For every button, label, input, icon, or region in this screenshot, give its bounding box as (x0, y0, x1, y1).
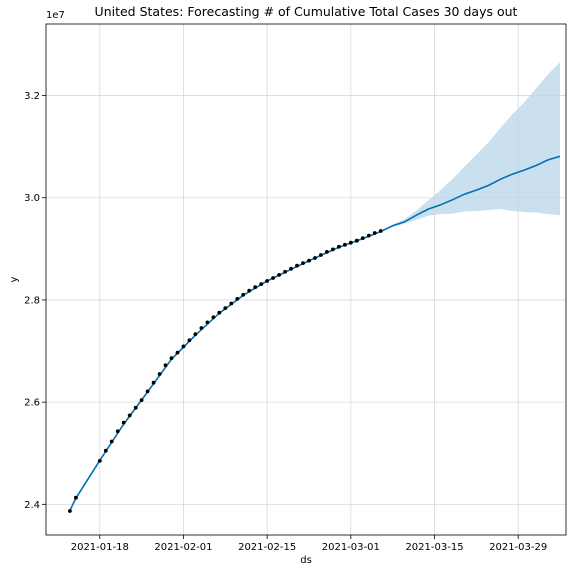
observed-point (187, 338, 192, 343)
observed-point (253, 285, 258, 290)
uncertainty-band (380, 62, 560, 232)
observed-point (193, 332, 198, 337)
observed-point (295, 263, 299, 268)
x-tick-label: 2021-01-18 (71, 542, 129, 553)
observed-point (354, 238, 359, 243)
chart-title: United States: Forecasting # of Cumulati… (95, 4, 518, 19)
observed-point (271, 276, 275, 280)
observed-point (307, 258, 311, 263)
y-tick-label: 2.8 (24, 295, 40, 306)
observed-point (372, 231, 377, 235)
y-tick-label: 3.0 (24, 193, 40, 204)
observed-point (217, 310, 222, 315)
plot-area-frame (45, 23, 567, 536)
x-tick-label: 2021-02-01 (154, 542, 212, 553)
observed-point (151, 380, 156, 385)
observed-point (115, 429, 120, 434)
x-axis-ticks: 2021-01-18 2021-02-01 2021-02-15 2021-03-01… (71, 535, 547, 553)
observed-point (127, 413, 132, 418)
observed-point (301, 261, 305, 265)
observed-point (337, 244, 341, 249)
observed-point (325, 250, 329, 254)
observed-point (378, 229, 383, 233)
uncertainty-band-layer (380, 62, 560, 232)
y-axis-ticks: 2.4 2.6 2.8 3.0 3.2 (24, 91, 46, 511)
observed-point (229, 301, 234, 306)
observed-point (121, 420, 126, 425)
observed-points-layer (68, 229, 383, 513)
observed-point (331, 247, 335, 252)
observed-point (313, 256, 317, 260)
observed-point (360, 236, 365, 241)
observed-point (259, 282, 264, 286)
observed-point (199, 326, 204, 330)
observed-point (265, 279, 269, 283)
observed-point (97, 459, 102, 463)
x-tick-label: 2021-03-15 (405, 542, 463, 553)
y-tick-label: 2.6 (24, 398, 40, 409)
observed-point (109, 439, 114, 444)
forecast-line-layer (69, 155, 561, 511)
observed-point (283, 269, 287, 274)
observed-point (163, 363, 168, 368)
x-tick-label: 2021-02-15 (238, 542, 296, 553)
observed-point (169, 356, 174, 361)
observed-point (103, 448, 108, 453)
x-axis-label: ds (300, 555, 312, 566)
observed-point (175, 350, 180, 355)
observed-point (241, 292, 246, 297)
observed-point (145, 389, 150, 394)
observed-point (343, 242, 347, 247)
y-axis-label: y (9, 276, 20, 282)
observed-point (157, 372, 162, 376)
y-tick-label: 3.2 (24, 91, 40, 102)
observed-point (235, 297, 240, 301)
observed-point (247, 288, 252, 293)
observed-point (181, 344, 186, 349)
y-tick-label: 2.4 (24, 500, 40, 511)
x-tick-label: 2021-03-29 (489, 542, 547, 553)
observed-point (223, 306, 228, 310)
observed-point (277, 273, 281, 277)
observed-point (211, 315, 216, 320)
observed-point (74, 495, 78, 500)
observed-point (319, 253, 323, 257)
observed-point (133, 405, 138, 410)
forecast-line (69, 155, 561, 511)
observed-point (289, 266, 293, 271)
observed-point (366, 233, 371, 238)
observed-point (68, 509, 72, 513)
observed-point (205, 320, 210, 325)
y-axis-exponent-label: 1e7 (46, 10, 65, 21)
observed-point (139, 398, 144, 402)
observed-point (348, 240, 353, 245)
x-tick-label: 2021-03-01 (322, 542, 380, 553)
